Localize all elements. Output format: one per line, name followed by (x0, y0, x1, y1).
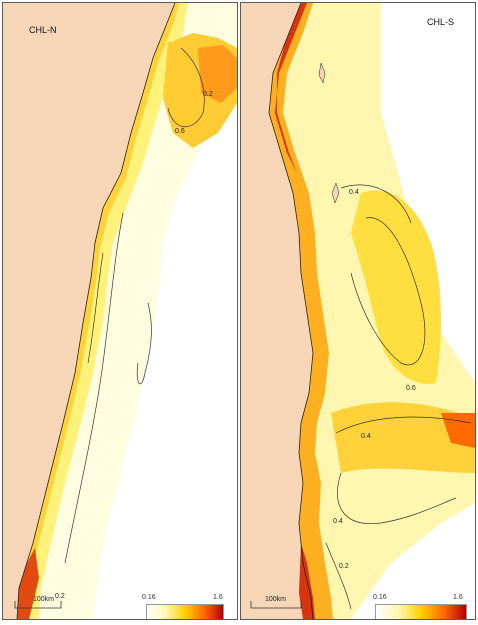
land-area (3, 3, 175, 619)
coastal-edge (17, 3, 179, 619)
colorbar-min-label: 0.16 (142, 594, 156, 601)
contour-label: 0.4 (349, 189, 359, 196)
colorbar (146, 604, 224, 619)
contour-line (64, 212, 124, 564)
contour-line (337, 472, 457, 524)
scale-bar (250, 601, 302, 609)
panel-label: CHL-N (29, 25, 57, 35)
scale-bar-label: 100km (265, 596, 287, 603)
map-chl-s (241, 3, 475, 619)
contour-line (350, 217, 426, 366)
contour-line (325, 542, 352, 610)
island (331, 182, 340, 204)
offshore-white (351, 3, 475, 619)
map-panel-chl-s: CHL-S 0.4 0.6 0.4 0.4 0.2 100km 0.16 1.6 (240, 2, 476, 620)
coastline (16, 3, 176, 619)
island (318, 62, 326, 84)
land-area (241, 3, 313, 619)
coastal-band (17, 3, 188, 619)
colorbar (375, 604, 467, 619)
panel-label: CHL-S (427, 17, 455, 27)
contour-label: 0.2 (339, 563, 349, 570)
eastern-extension (331, 402, 475, 473)
contour-line (335, 416, 472, 434)
offshore-pale (39, 3, 237, 619)
colorbar-max-label: 1.6 (213, 594, 223, 601)
contour-line (167, 47, 205, 128)
colorbar-max-label: 1.6 (453, 594, 463, 601)
contour-label: 0.6 (406, 385, 416, 392)
contour-line (136, 302, 152, 385)
contour-label: 0.6 (175, 128, 185, 135)
map-chl-n (3, 3, 237, 619)
coastal-orange-band (269, 3, 333, 619)
contour-line (340, 184, 412, 224)
colorbar-min-label: 0.16 (373, 594, 387, 601)
ne-peak-patch (198, 45, 237, 103)
yellow-lobe (351, 190, 441, 384)
map-panel-chl-n: CHL-N 0.2 0.6 0.2 100km 0.16 1.6 (2, 2, 238, 620)
sw-hot-spot (17, 548, 39, 619)
coastal-red-band (275, 3, 307, 173)
coastline (268, 3, 314, 619)
scale-bar-label: 100km (33, 596, 55, 603)
contour-label: 0.4 (333, 518, 343, 525)
eastern-hot-patch (441, 413, 475, 448)
contour-label: 0.2 (203, 91, 213, 98)
contour-label: 0.4 (361, 433, 371, 440)
contour-label: 0.2 (55, 593, 65, 600)
contour-line (87, 252, 104, 364)
scale-bar (14, 601, 62, 609)
